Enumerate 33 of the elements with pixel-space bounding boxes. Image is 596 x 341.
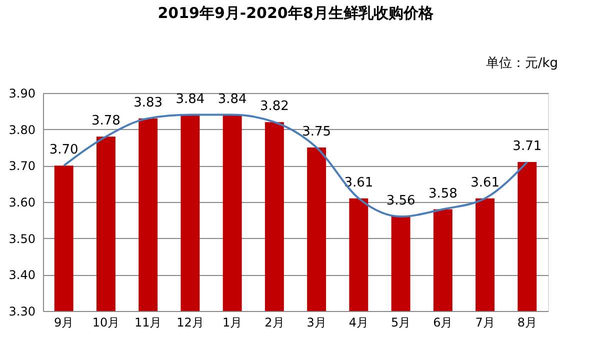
x-tick-label: 8月 bbox=[517, 316, 537, 330]
x-tick-label: 5月 bbox=[390, 316, 411, 330]
x-tick-label: 4月 bbox=[348, 316, 368, 330]
data-label: 3.70 bbox=[49, 142, 78, 158]
x-tick-label: 7月 bbox=[475, 316, 495, 330]
y-tick-label: 3.40 bbox=[8, 268, 36, 282]
data-label: 3.61 bbox=[344, 175, 374, 190]
data-label: 3.75 bbox=[302, 124, 332, 140]
y-tick-label: 3.80 bbox=[8, 122, 36, 137]
data-label: 3.71 bbox=[512, 139, 542, 154]
data-label: 3.83 bbox=[134, 95, 163, 110]
chart-title: 2019年9月-2020年8月生鲜乳收购价格 bbox=[158, 4, 434, 22]
x-tick-label: 6月 bbox=[433, 316, 453, 330]
data-label: 3.82 bbox=[260, 99, 289, 114]
x-tick-label: 9月 bbox=[54, 316, 74, 330]
y-tick-label: 3.60 bbox=[8, 196, 36, 210]
x-tick-label: 10月 bbox=[92, 316, 120, 330]
x-tick-label: 12月 bbox=[176, 316, 204, 330]
x-tick-label: 2月 bbox=[264, 316, 284, 330]
x-tick-label: 3月 bbox=[306, 316, 326, 330]
x-tick-label: 11月 bbox=[134, 316, 162, 330]
data-label: 3.58 bbox=[428, 186, 458, 202]
data-label: 3.84 bbox=[218, 92, 247, 107]
x-tick-label: 1月 bbox=[222, 316, 242, 330]
data-label: 3.84 bbox=[176, 92, 205, 107]
y-tick-label: 3.90 bbox=[8, 86, 36, 100]
y-tick-label: 3.50 bbox=[8, 232, 36, 246]
data-label: 3.61 bbox=[470, 175, 500, 190]
data-label: 3.78 bbox=[91, 114, 120, 129]
text: 单位：元/kg bbox=[486, 56, 558, 71]
y-tick-label: 3.70 bbox=[8, 159, 36, 174]
y-tick-label: 3.30 bbox=[8, 304, 36, 318]
data-label: 3.56 bbox=[386, 194, 416, 209]
